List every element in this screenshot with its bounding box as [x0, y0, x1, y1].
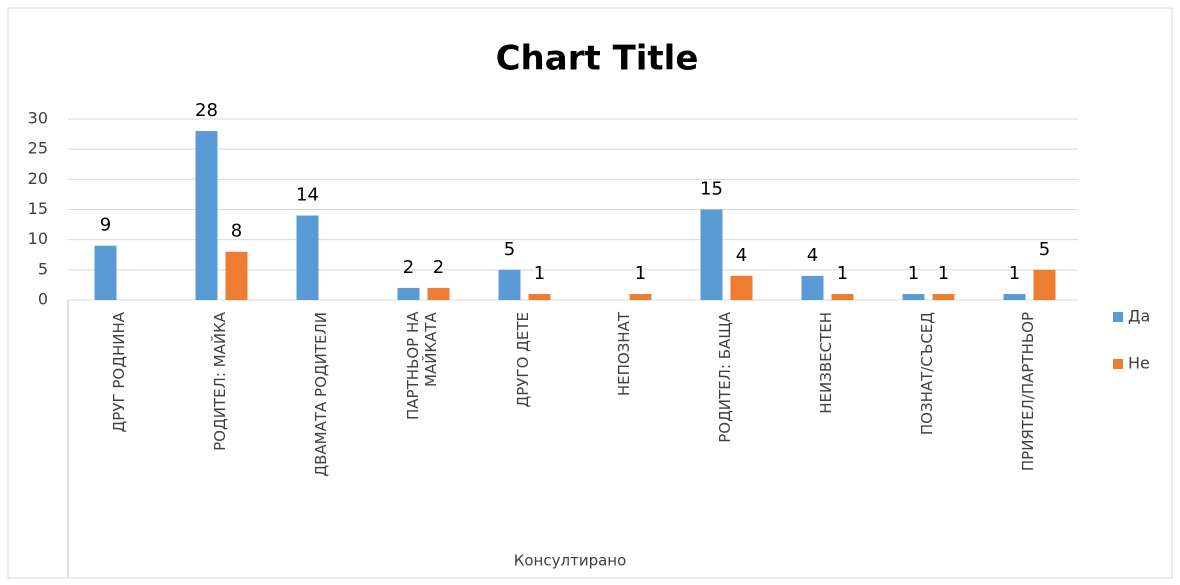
data-label: 4	[736, 245, 747, 266]
bar	[932, 293, 955, 300]
x-tick-label: НЕПОЗНАТ	[614, 312, 633, 397]
data-label: 15	[700, 179, 723, 200]
bar	[700, 209, 723, 300]
x-tick-label: ДВАМАТА РОДИТЕЛИ	[311, 312, 330, 477]
data-label: 28	[195, 100, 218, 121]
bar	[225, 251, 248, 300]
x-tick-label: НЕИЗВЕСТЕН	[816, 312, 835, 414]
data-label: 4	[807, 245, 818, 266]
data-label: 1	[938, 263, 949, 284]
x-axis-title: Консултирано	[514, 552, 627, 570]
data-label: 5	[1039, 239, 1050, 260]
x-tick-label: ПАРТНЬОР НА МАЙКАТА	[403, 312, 440, 421]
data-label: 1	[908, 263, 919, 284]
y-tick-label: 10	[28, 229, 48, 248]
bar	[629, 293, 652, 300]
x-tick-label: ПРИЯТЕЛ/ПАРТНЬОР	[1018, 312, 1037, 472]
data-label: 2	[403, 257, 414, 278]
x-tick-label: ДРУГО ДЕТЕ	[513, 312, 532, 408]
data-label: 8	[231, 221, 242, 242]
bar	[1033, 269, 1056, 300]
bar	[94, 245, 117, 300]
chart-title: Chart Title	[496, 39, 699, 79]
bar	[831, 293, 854, 300]
y-tick-label: 20	[28, 169, 48, 188]
bar	[528, 293, 551, 300]
bar	[730, 275, 753, 300]
bar	[195, 131, 218, 300]
legend-swatch	[1113, 312, 1123, 322]
bar	[498, 269, 521, 300]
y-tick-label: 15	[28, 199, 48, 218]
chart-border	[7, 7, 1173, 579]
y-tick-label: 30	[28, 109, 48, 128]
x-tick-label: РОДИТЕЛ: БАЩА	[715, 312, 734, 443]
y-tick-label: 5	[38, 259, 48, 278]
y-tick-label: 0	[38, 290, 48, 309]
x-tick-label: ДРУГ РОДНИНА	[109, 312, 128, 433]
x-tick-label: РОДИТЕЛ: МАЙКА	[210, 312, 229, 451]
bar	[296, 215, 319, 300]
legend-label: Да	[1128, 307, 1150, 326]
legend-label: Не	[1128, 354, 1150, 373]
bar	[397, 287, 420, 300]
bar	[801, 275, 824, 300]
data-label: 1	[1009, 263, 1020, 284]
x-tick-label: ПОЗНАТ/СЪСЕД	[917, 312, 936, 436]
data-label: 5	[504, 239, 515, 260]
data-label: 14	[296, 185, 319, 206]
data-label: 2	[433, 257, 444, 278]
bar	[902, 293, 925, 300]
bar	[427, 287, 450, 300]
bar	[1003, 293, 1026, 300]
data-label: 1	[534, 263, 545, 284]
data-label: 9	[100, 215, 111, 236]
legend-swatch	[1113, 359, 1123, 369]
data-label: 1	[635, 263, 646, 284]
y-tick-label: 25	[28, 139, 48, 158]
data-label: 1	[837, 263, 848, 284]
